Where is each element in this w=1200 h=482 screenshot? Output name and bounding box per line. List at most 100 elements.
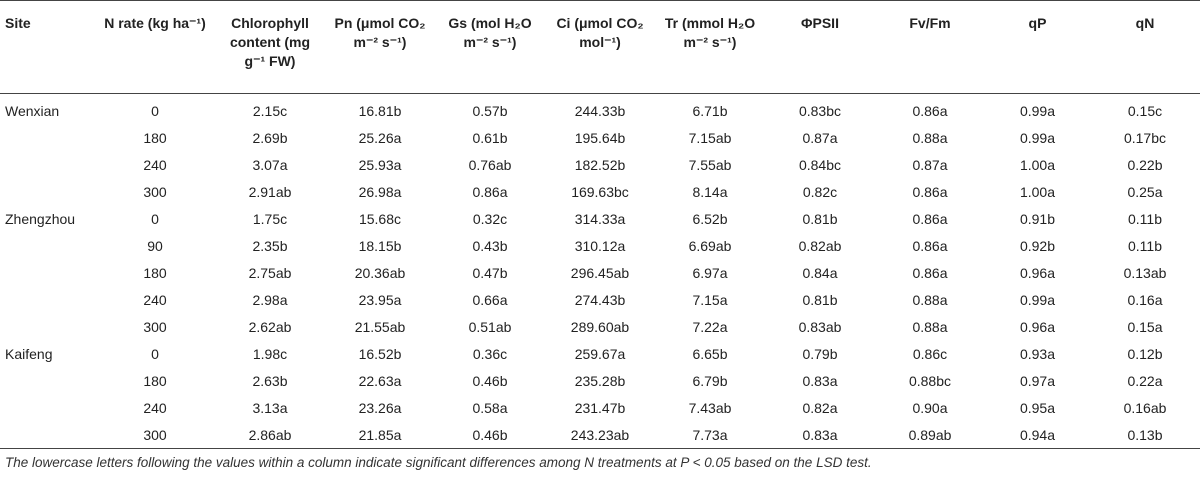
table-cell: 16.81b	[358, 102, 402, 119]
table-row: 180 2.69b 25.26a 0.61b 195.64b 7.15ab 0.87a 0.8…	[0, 124, 1200, 151]
table-cell: 2.91ab	[248, 183, 292, 200]
table-cell: 0.96a	[1019, 318, 1056, 335]
header-row: Site N rate (kg ha⁻¹) Chlorophyll conten…	[0, 0, 1200, 94]
site-cell	[0, 124, 95, 151]
table-cell: 0.86a	[912, 210, 948, 227]
table-cell: 0.97a	[1019, 372, 1056, 389]
site-cell	[0, 367, 95, 394]
data-table: Site N rate (kg ha⁻¹) Chlorophyll conten…	[0, 0, 1200, 449]
table-cell: 274.43b	[574, 291, 626, 308]
table-cell: 314.33a	[574, 210, 626, 227]
table-cell: 0.88a	[912, 291, 948, 308]
column-header: Chlorophyll content (mg g⁻¹ FW)	[215, 0, 325, 94]
site-cell	[0, 313, 95, 340]
table-cell: 180	[143, 372, 167, 389]
site-cell	[0, 232, 95, 259]
table-cell: 0.58a	[472, 399, 508, 416]
table-cell: 2.15c	[252, 102, 288, 119]
table-cell: 0.43b	[472, 237, 508, 254]
table-cell: 90	[147, 237, 163, 254]
table-cell: 240	[143, 291, 167, 308]
table-cell: 1.75c	[252, 210, 288, 227]
column-header: qN	[1090, 0, 1200, 94]
table-cell: 182.52b	[574, 156, 626, 173]
table-cell: 0.83a	[765, 421, 875, 449]
table-cell: 2.86ab	[215, 421, 325, 449]
table-cell: 0	[151, 102, 159, 119]
table-cell: 6.71b	[692, 102, 728, 119]
table-cell: 15.68c	[358, 210, 402, 227]
table-row: 240 2.98a 23.95a 0.66a 274.43b 7.15a 0.81b 0.88…	[0, 286, 1200, 313]
table-cell: 0	[151, 345, 159, 362]
table-row: Kaifeng 0 1.98c 16.52b 0.36c 259.67a 6.65b 0.79…	[0, 340, 1200, 367]
table-cell: 243.23ab	[545, 421, 655, 449]
table-cell: 0.83bc	[798, 102, 842, 119]
table-cell: 0.57b	[472, 102, 508, 119]
table-cell: 0.81b	[802, 291, 838, 308]
table-cell: 180	[143, 129, 167, 146]
table-cell: 0.86a	[912, 264, 948, 281]
table-cell: 0.86a	[912, 183, 948, 200]
table-cell: 25.93a	[358, 156, 402, 173]
table-cell: 0.82a	[802, 399, 838, 416]
table-footnote: The lowercase letters following the valu…	[5, 455, 872, 470]
table-cell: 0.16ab	[1123, 399, 1167, 416]
column-header: Gs (mol H₂O m⁻² s⁻¹)	[435, 0, 545, 94]
table-cell: 0.99a	[1019, 291, 1056, 308]
table-cell: 0.79b	[802, 345, 838, 362]
table-cell: 3.07a	[252, 156, 288, 173]
table-cell: 7.73a	[655, 421, 765, 449]
table-cell: 2.69b	[252, 129, 288, 146]
table-cell: 310.12a	[574, 237, 626, 254]
table-cell: 1.00a	[1019, 183, 1056, 200]
table-cell: 23.95a	[358, 291, 402, 308]
table-cell: 0.66a	[472, 291, 508, 308]
table-cell: 0.76ab	[468, 156, 512, 173]
table-cell: 240	[143, 399, 167, 416]
column-header: ΦPSII	[765, 0, 875, 94]
table-cell: 7.15a	[692, 291, 728, 308]
table-cell: 0.94a	[985, 421, 1090, 449]
table-cell: 0.15a	[1127, 318, 1163, 335]
table-cell: 0.11b	[1128, 237, 1162, 254]
table-row: Zhengzhou 0 1.75c 15.68c 0.32c 314.33a 6.52b 0.…	[0, 205, 1200, 232]
table-cell: 0.88a	[912, 129, 948, 146]
site-cell	[0, 286, 95, 313]
table-cell: 0.90a	[912, 399, 948, 416]
table-cell: 300	[95, 421, 215, 449]
table-cell: 0.87a	[912, 156, 948, 173]
table-cell: 259.67a	[574, 345, 626, 362]
table-cell: 18.15b	[358, 237, 402, 254]
table-cell: 0.95a	[1019, 399, 1056, 416]
table-cell: 22.63a	[358, 372, 402, 389]
table-cell: 1.00a	[1019, 156, 1056, 173]
table-cell: 0.89ab	[875, 421, 985, 449]
table-cell: 289.60ab	[570, 318, 630, 335]
table-cell: 8.14a	[692, 183, 728, 200]
table-cell: 0.47b	[472, 264, 508, 281]
table-cell: 235.28b	[574, 372, 626, 389]
column-header: Ci (μmol CO₂ mol⁻¹)	[545, 0, 655, 94]
site-cell	[0, 394, 95, 421]
table-cell: 0.87a	[802, 129, 838, 146]
table-cell: 21.85a	[325, 421, 435, 449]
table-cell: 0.86a	[912, 237, 948, 254]
table-cell: 0.99a	[1019, 129, 1056, 146]
table-cell: 0.15c	[1127, 102, 1163, 119]
table-row: 240 3.07a 25.93a 0.76ab 182.52b 7.55ab 0.84bc 0…	[0, 151, 1200, 178]
column-header: Pn (μmol CO₂ m⁻² s⁻¹)	[325, 0, 435, 94]
site-cell: Wenxian	[5, 102, 60, 119]
table-row: 300 2.62ab 21.55ab 0.51ab 289.60ab 7.22a 0.83a…	[0, 313, 1200, 340]
table-cell: 7.15ab	[688, 129, 732, 146]
table-cell: 0.88a	[912, 318, 948, 335]
table-cell: 0.12b	[1127, 345, 1163, 362]
table-cell: 0.91b	[1019, 210, 1056, 227]
table-cell: 0.86a	[912, 102, 948, 119]
table-cell: 0.86a	[472, 183, 508, 200]
table-cell: 0.93a	[1019, 345, 1056, 362]
table-cell: 0.25a	[1127, 183, 1163, 200]
table-cell: 2.62ab	[248, 318, 292, 335]
table-cell: 6.79b	[692, 372, 728, 389]
table-cell: 25.26a	[358, 129, 402, 146]
